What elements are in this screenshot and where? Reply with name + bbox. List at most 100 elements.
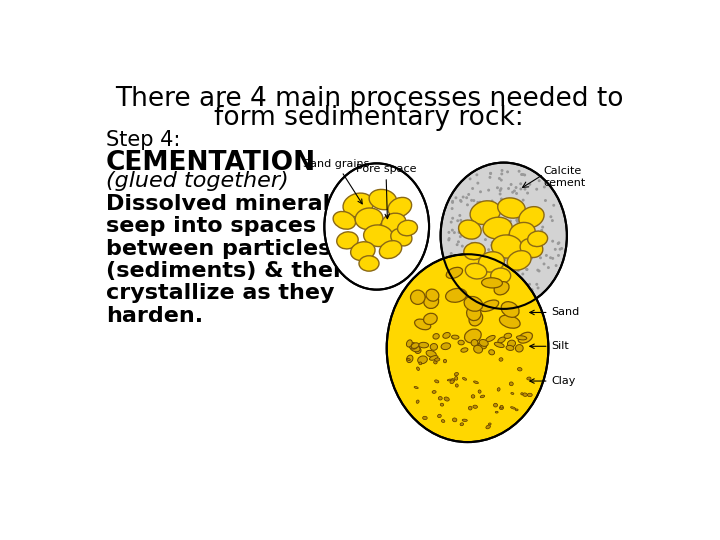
Circle shape — [472, 188, 473, 189]
Ellipse shape — [518, 332, 533, 343]
Circle shape — [469, 268, 471, 269]
Circle shape — [465, 249, 467, 251]
Circle shape — [505, 259, 506, 260]
Ellipse shape — [509, 222, 535, 243]
Circle shape — [520, 183, 521, 185]
Circle shape — [517, 221, 518, 222]
Circle shape — [509, 265, 510, 266]
Circle shape — [477, 217, 479, 218]
Ellipse shape — [461, 348, 468, 352]
Circle shape — [455, 197, 456, 199]
Ellipse shape — [382, 213, 406, 232]
Circle shape — [490, 265, 492, 266]
Ellipse shape — [355, 208, 383, 230]
Circle shape — [452, 261, 454, 263]
Circle shape — [486, 259, 487, 260]
Circle shape — [559, 248, 561, 250]
Circle shape — [516, 187, 517, 188]
Circle shape — [472, 215, 474, 217]
Ellipse shape — [430, 356, 438, 360]
Circle shape — [474, 230, 475, 232]
Ellipse shape — [441, 163, 567, 309]
Circle shape — [557, 243, 559, 244]
Circle shape — [533, 239, 534, 240]
Ellipse shape — [465, 264, 487, 279]
Ellipse shape — [500, 406, 503, 408]
Circle shape — [451, 221, 452, 223]
Circle shape — [524, 174, 526, 176]
Ellipse shape — [498, 337, 505, 343]
Circle shape — [469, 284, 471, 285]
Circle shape — [528, 284, 531, 285]
Ellipse shape — [464, 296, 482, 311]
Circle shape — [520, 188, 521, 190]
Circle shape — [534, 251, 536, 253]
Circle shape — [524, 188, 526, 190]
Circle shape — [490, 173, 491, 174]
Circle shape — [510, 292, 512, 293]
Circle shape — [521, 288, 523, 290]
Circle shape — [492, 294, 494, 295]
Circle shape — [510, 220, 511, 222]
Ellipse shape — [333, 212, 356, 229]
Ellipse shape — [500, 315, 520, 328]
Circle shape — [540, 257, 541, 259]
Ellipse shape — [415, 348, 421, 354]
Ellipse shape — [388, 198, 412, 217]
Circle shape — [555, 265, 557, 266]
Ellipse shape — [454, 376, 458, 380]
Circle shape — [526, 268, 528, 270]
Circle shape — [516, 243, 517, 245]
Circle shape — [521, 236, 522, 238]
Ellipse shape — [441, 343, 451, 349]
Circle shape — [471, 200, 472, 201]
Ellipse shape — [454, 373, 459, 376]
Circle shape — [493, 300, 495, 301]
Circle shape — [510, 184, 512, 185]
Circle shape — [501, 170, 503, 171]
Ellipse shape — [446, 288, 467, 302]
Circle shape — [546, 255, 547, 256]
Ellipse shape — [469, 312, 482, 326]
Text: between particles: between particles — [106, 239, 331, 259]
Ellipse shape — [416, 400, 419, 403]
Ellipse shape — [411, 343, 419, 348]
Circle shape — [499, 178, 500, 179]
Circle shape — [496, 211, 498, 212]
Circle shape — [488, 249, 490, 251]
Circle shape — [490, 260, 491, 262]
Circle shape — [459, 215, 461, 216]
Circle shape — [523, 199, 524, 201]
Circle shape — [506, 247, 508, 248]
Circle shape — [491, 200, 493, 202]
Circle shape — [474, 282, 476, 284]
Circle shape — [492, 300, 494, 301]
Ellipse shape — [480, 300, 499, 312]
Circle shape — [478, 275, 480, 276]
Ellipse shape — [510, 393, 514, 394]
Text: (glued together): (glued together) — [106, 171, 288, 191]
Ellipse shape — [471, 340, 478, 346]
Circle shape — [505, 246, 507, 247]
Circle shape — [526, 224, 528, 226]
Ellipse shape — [518, 368, 522, 371]
Text: Sand grains: Sand grains — [303, 159, 370, 204]
Ellipse shape — [456, 384, 458, 387]
Circle shape — [523, 297, 524, 299]
Ellipse shape — [490, 268, 510, 284]
Ellipse shape — [489, 350, 495, 355]
Circle shape — [531, 289, 533, 291]
Circle shape — [451, 201, 454, 203]
Circle shape — [512, 192, 513, 193]
Circle shape — [472, 247, 473, 248]
Circle shape — [448, 232, 450, 233]
Ellipse shape — [438, 414, 441, 417]
Ellipse shape — [369, 190, 397, 210]
Circle shape — [485, 239, 486, 240]
Ellipse shape — [440, 403, 444, 406]
Circle shape — [502, 228, 503, 230]
Circle shape — [527, 192, 528, 194]
Circle shape — [513, 233, 515, 234]
Ellipse shape — [519, 207, 544, 228]
Circle shape — [516, 193, 518, 194]
